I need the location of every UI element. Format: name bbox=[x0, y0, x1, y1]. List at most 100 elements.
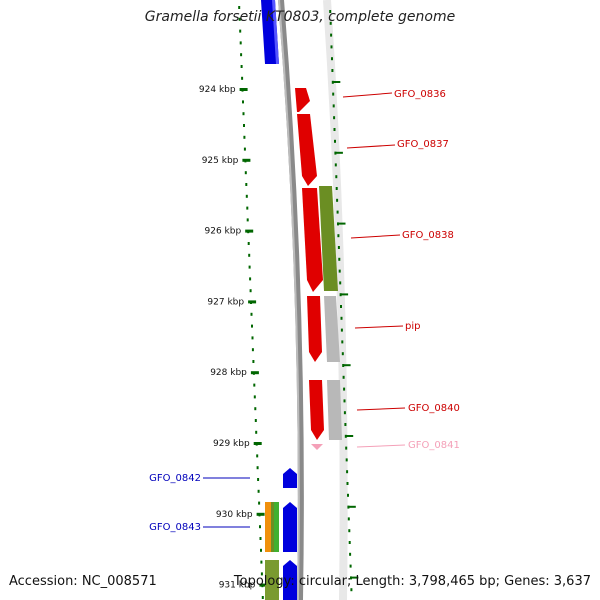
outer-dot bbox=[336, 198, 339, 202]
ruler-dot bbox=[244, 171, 247, 175]
outer-dot bbox=[333, 128, 336, 131]
label-gfo-0841[interactable]: GFO_0841 bbox=[408, 440, 460, 451]
outer-dot bbox=[343, 411, 346, 415]
ruler-dot bbox=[254, 407, 257, 411]
gene-gfo-0836-shape[interactable] bbox=[295, 88, 310, 112]
feature-green[interactable] bbox=[274, 502, 279, 552]
gene-gfo-0838-shape[interactable] bbox=[302, 188, 323, 292]
backbone-arc-highlight bbox=[278, 0, 300, 600]
gene-gfo-0840-pseudo[interactable] bbox=[327, 380, 342, 440]
outer-dot bbox=[333, 116, 336, 120]
outer-dot bbox=[330, 33, 333, 37]
outer-dot bbox=[345, 458, 348, 462]
ruler-dot bbox=[257, 478, 260, 481]
outer-major-tick bbox=[333, 81, 341, 83]
ruler-major-tick bbox=[256, 512, 265, 516]
ruler-dot bbox=[253, 395, 256, 399]
outer-dot bbox=[343, 387, 346, 391]
outer-dot bbox=[340, 316, 343, 320]
ruler-dot bbox=[238, 17, 241, 21]
outer-dot bbox=[341, 352, 344, 356]
outer-dot bbox=[340, 328, 343, 332]
outer-dot bbox=[339, 281, 342, 285]
ruler-dot bbox=[249, 277, 252, 281]
outer-track-guide bbox=[323, 0, 348, 600]
label-gfo-0840[interactable]: GFO_0840 bbox=[408, 403, 460, 414]
ruler-dot bbox=[253, 383, 256, 387]
ruler-dot bbox=[259, 525, 261, 529]
ruler-dot bbox=[257, 489, 260, 493]
ruler-tick-label: 926 kbp bbox=[205, 227, 242, 237]
ruler-dot bbox=[243, 147, 246, 151]
outer-dot bbox=[334, 163, 337, 167]
ruler-dot bbox=[261, 596, 264, 599]
ruler-dot bbox=[248, 253, 251, 257]
gene-gfo-0837-shape[interactable] bbox=[297, 114, 317, 186]
outer-dot bbox=[342, 364, 345, 367]
outer-dot bbox=[329, 10, 332, 13]
outer-major-tick bbox=[346, 435, 354, 437]
ruler-tick-label: 928 kbp bbox=[210, 368, 247, 378]
ruler-dot bbox=[245, 183, 248, 186]
ruler-tick-label: 925 kbp bbox=[202, 156, 239, 166]
ruler-major-tick bbox=[259, 583, 268, 587]
ruler-dot bbox=[260, 548, 262, 552]
ruler-dot bbox=[246, 206, 249, 210]
outer-dot bbox=[331, 57, 333, 61]
gene-pip-shape[interactable] bbox=[307, 296, 322, 362]
gene-bottom-blue[interactable] bbox=[283, 560, 297, 600]
ruler-dot bbox=[239, 29, 242, 33]
leader-gfo-0841 bbox=[356, 444, 406, 448]
accession-text: Accession: NC_008571 bbox=[9, 574, 157, 589]
ruler-major-tick bbox=[250, 371, 259, 375]
feature-olive[interactable] bbox=[271, 502, 274, 552]
gene-gfo-0843-shape[interactable] bbox=[283, 502, 297, 552]
outer-dot bbox=[332, 104, 335, 108]
outer-dot bbox=[337, 234, 340, 238]
ruler-tick-label: 929 kbp bbox=[213, 439, 250, 449]
label-pip[interactable]: pip bbox=[405, 321, 420, 332]
ruler-dot bbox=[241, 76, 244, 80]
ruler-dot bbox=[243, 135, 246, 139]
label-gfo-0838[interactable]: GFO_0838 bbox=[402, 230, 454, 241]
leader-gfo-0838 bbox=[350, 234, 401, 239]
ruler-tick-label: 924 kbp bbox=[199, 85, 236, 95]
ruler-tick-label: 931 kbp bbox=[219, 581, 256, 591]
ruler-dot bbox=[245, 194, 248, 198]
outer-dot bbox=[340, 305, 342, 308]
outer-major-tick bbox=[348, 505, 356, 508]
outer-dot bbox=[350, 576, 352, 580]
label-gfo-0843[interactable]: GFO_0843 bbox=[149, 522, 201, 533]
feature-orange[interactable] bbox=[265, 502, 271, 552]
feature-olive-bottom[interactable] bbox=[265, 560, 279, 600]
label-gfo-0836[interactable]: GFO_0836 bbox=[394, 89, 446, 100]
label-gfo-0837[interactable]: GFO_0837 bbox=[397, 139, 449, 150]
gene-gfo-0838-cds[interactable] bbox=[319, 186, 338, 291]
ruler-dot bbox=[242, 100, 244, 104]
outer-dot bbox=[330, 45, 333, 49]
ruler-tick-label: 930 kbp bbox=[216, 510, 253, 520]
outer-dot bbox=[347, 493, 349, 497]
ruler-dot bbox=[251, 348, 254, 352]
ruler-major-tick bbox=[248, 300, 257, 304]
ruler-dot bbox=[240, 65, 243, 68]
outer-dot bbox=[341, 340, 344, 344]
genome-summary-text: Topology: circular; Length: 3,798,465 bp… bbox=[233, 574, 591, 589]
gene-gfo-0841-shape[interactable] bbox=[311, 444, 323, 450]
ruler-major-tick bbox=[242, 158, 251, 162]
ruler-dot bbox=[254, 419, 257, 422]
leader-pip bbox=[354, 325, 404, 329]
outer-dot bbox=[347, 505, 350, 509]
gene-gfo-0842-shape[interactable] bbox=[283, 468, 297, 488]
outer-dots bbox=[329, 10, 353, 592]
outer-major-tick bbox=[351, 576, 359, 579]
outer-major-tick bbox=[341, 293, 349, 296]
gene-gfo-0840-shape[interactable] bbox=[309, 380, 324, 440]
gene-pip-pseudo[interactable] bbox=[324, 296, 340, 362]
ruler-major-tick bbox=[253, 442, 262, 445]
ruler-dot bbox=[255, 430, 258, 434]
ruler-dot bbox=[247, 242, 250, 245]
label-gfo-0842[interactable]: GFO_0842 bbox=[149, 473, 201, 484]
outer-dot bbox=[343, 399, 346, 403]
outer-dot bbox=[335, 187, 338, 190]
